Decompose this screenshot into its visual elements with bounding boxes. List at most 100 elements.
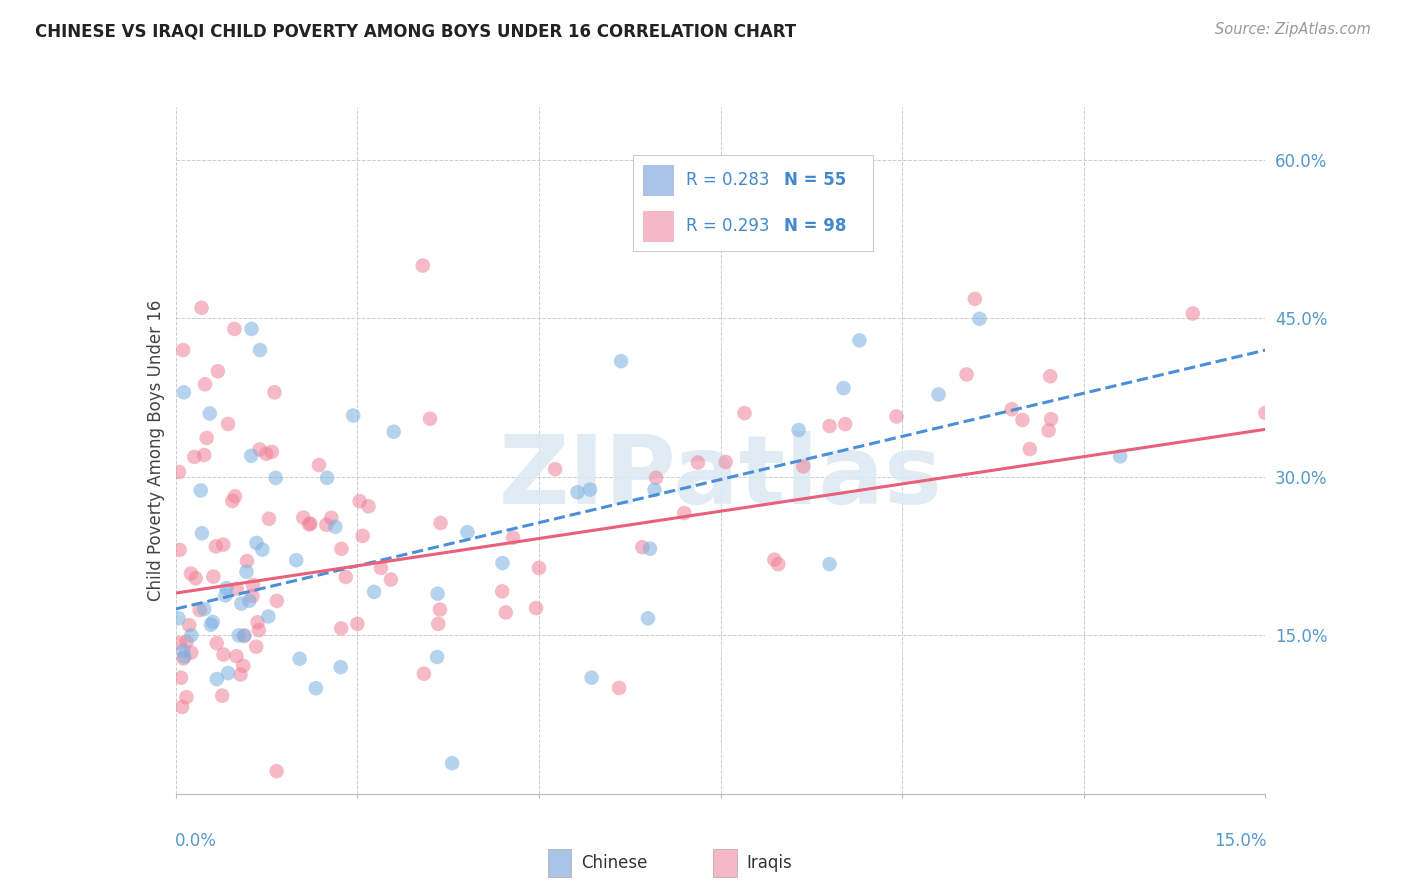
Text: 15.0%: 15.0% bbox=[1213, 831, 1267, 850]
Point bbox=[232, 658, 254, 673]
Point bbox=[955, 368, 977, 382]
Point bbox=[288, 652, 311, 666]
Point bbox=[235, 565, 257, 579]
Point bbox=[607, 681, 630, 695]
Point bbox=[834, 417, 856, 431]
Point bbox=[191, 526, 214, 541]
Point bbox=[315, 517, 337, 532]
Point bbox=[180, 566, 202, 581]
Point bbox=[491, 556, 513, 570]
Point bbox=[264, 471, 287, 485]
Point bbox=[245, 640, 267, 654]
Point bbox=[173, 649, 195, 664]
Point bbox=[202, 569, 225, 583]
Point bbox=[330, 621, 353, 635]
Point bbox=[644, 483, 666, 497]
Point bbox=[215, 581, 238, 595]
Point bbox=[886, 409, 908, 424]
Point bbox=[224, 322, 246, 336]
Point bbox=[292, 510, 315, 524]
Point bbox=[349, 494, 371, 508]
Point bbox=[179, 618, 201, 632]
Point bbox=[229, 667, 252, 681]
Point bbox=[169, 636, 191, 650]
Point bbox=[818, 557, 841, 571]
Text: N = 98: N = 98 bbox=[785, 218, 846, 235]
Point bbox=[329, 660, 352, 674]
Point bbox=[645, 471, 668, 485]
Point bbox=[183, 450, 205, 464]
Point bbox=[247, 623, 270, 637]
FancyBboxPatch shape bbox=[643, 165, 673, 195]
FancyBboxPatch shape bbox=[713, 849, 737, 877]
Point bbox=[195, 431, 218, 445]
Point bbox=[263, 385, 285, 400]
Point bbox=[207, 364, 229, 378]
Point bbox=[1039, 369, 1062, 384]
Point bbox=[240, 322, 263, 336]
Point bbox=[201, 615, 224, 629]
Point bbox=[254, 447, 277, 461]
Point bbox=[167, 465, 190, 479]
Point bbox=[242, 589, 264, 603]
Point bbox=[1018, 442, 1040, 456]
Text: Source: ZipAtlas.com: Source: ZipAtlas.com bbox=[1215, 22, 1371, 37]
Point bbox=[184, 571, 207, 585]
Point bbox=[787, 423, 810, 437]
Point bbox=[217, 417, 239, 431]
Point bbox=[524, 601, 547, 615]
Point bbox=[380, 573, 402, 587]
Point bbox=[357, 500, 380, 514]
Point bbox=[1038, 424, 1060, 438]
Point bbox=[249, 343, 271, 357]
Point bbox=[419, 411, 441, 425]
Point bbox=[211, 689, 233, 703]
Point bbox=[382, 425, 405, 439]
Point bbox=[544, 462, 567, 476]
Point bbox=[169, 542, 191, 557]
Point bbox=[427, 616, 450, 631]
Point bbox=[233, 628, 256, 642]
Point bbox=[245, 536, 267, 550]
Point bbox=[298, 517, 321, 532]
Point bbox=[249, 442, 271, 457]
Point bbox=[224, 489, 246, 503]
Point bbox=[963, 292, 986, 306]
Y-axis label: Child Poverty Among Boys Under 16: Child Poverty Among Boys Under 16 bbox=[146, 300, 165, 601]
Point bbox=[225, 649, 247, 664]
Point bbox=[217, 666, 239, 681]
Text: R = 0.293: R = 0.293 bbox=[686, 218, 769, 235]
Point bbox=[429, 516, 451, 530]
Point bbox=[176, 690, 198, 705]
Text: N = 55: N = 55 bbox=[785, 171, 846, 189]
Text: 0.0%: 0.0% bbox=[174, 831, 217, 850]
Point bbox=[686, 456, 709, 470]
Point bbox=[763, 552, 786, 566]
Point bbox=[228, 628, 250, 642]
Point bbox=[495, 606, 517, 620]
Point bbox=[214, 588, 236, 602]
Point bbox=[1040, 412, 1063, 426]
Point bbox=[330, 541, 353, 556]
Point bbox=[190, 483, 212, 498]
Point bbox=[1181, 306, 1204, 320]
Point bbox=[1001, 402, 1024, 417]
Point bbox=[180, 628, 202, 642]
Point bbox=[768, 558, 790, 572]
Point bbox=[928, 387, 950, 401]
Point bbox=[172, 644, 194, 658]
Point bbox=[172, 651, 194, 665]
Point bbox=[413, 666, 436, 681]
Point bbox=[305, 681, 328, 696]
Point bbox=[205, 672, 228, 686]
Point bbox=[180, 646, 202, 660]
Point bbox=[579, 483, 602, 497]
Point bbox=[412, 259, 434, 273]
Point bbox=[242, 578, 264, 592]
Point bbox=[491, 584, 513, 599]
Text: R = 0.283: R = 0.283 bbox=[686, 171, 769, 189]
Point bbox=[167, 611, 190, 625]
Point bbox=[848, 334, 870, 348]
FancyBboxPatch shape bbox=[643, 211, 673, 242]
Point bbox=[638, 541, 661, 556]
